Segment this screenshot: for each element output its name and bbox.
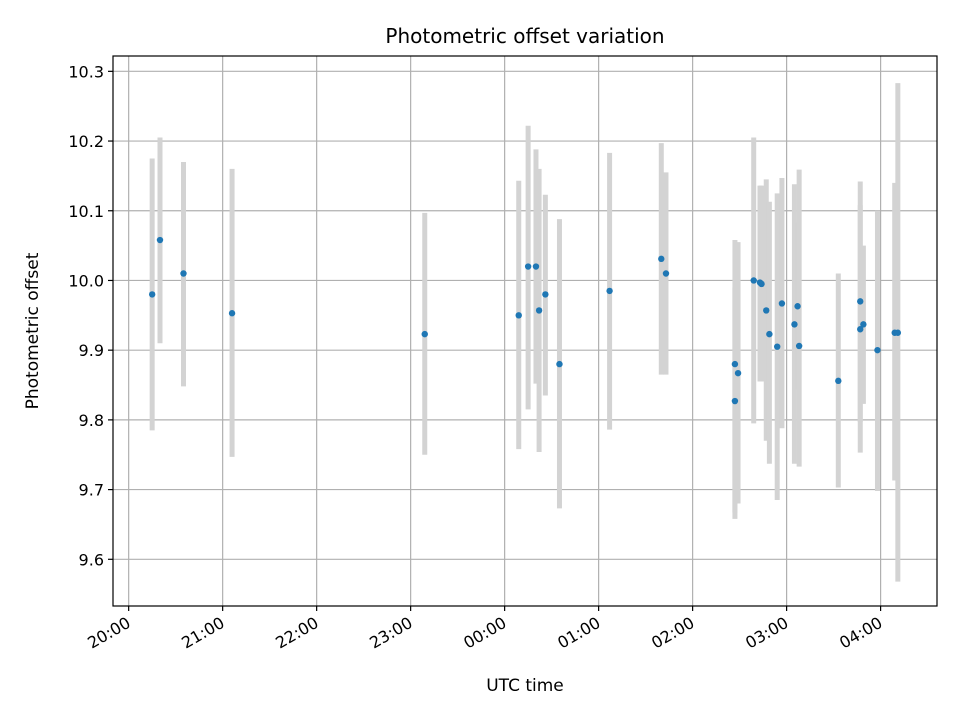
y-tick-label: 9.9	[79, 341, 104, 360]
y-tick-label: 10.1	[68, 202, 104, 221]
data-point	[795, 342, 803, 350]
data-point	[228, 310, 236, 317]
data-point	[894, 329, 902, 336]
data-point	[731, 360, 739, 368]
chart-title: Photometric offset variation	[385, 24, 664, 48]
data-point	[532, 263, 540, 270]
data-point	[662, 270, 670, 277]
data-point	[515, 312, 522, 319]
data-point	[766, 330, 773, 338]
data-point	[524, 263, 532, 270]
data-point	[148, 291, 156, 298]
y-tick-label: 9.7	[79, 481, 104, 500]
data-point	[874, 346, 881, 354]
data-point	[750, 277, 757, 284]
data-point	[421, 330, 428, 338]
data-point	[794, 303, 801, 310]
data-point	[835, 377, 842, 385]
y-tick-label: 10.3	[68, 62, 104, 81]
data-point	[180, 270, 187, 277]
data-point	[791, 321, 798, 328]
data-point	[658, 255, 665, 263]
data-point	[606, 287, 613, 295]
data-point	[857, 326, 864, 333]
data-point	[860, 321, 867, 328]
y-tick-label: 9.6	[79, 550, 104, 569]
data-point	[734, 369, 742, 377]
data-points	[148, 236, 902, 405]
y-axis-ticks: 9.6 9.7 9.8 9.9 10.0 10.1 10.2 10.3	[68, 62, 113, 569]
y-tick-label: 9.8	[79, 411, 104, 430]
x-axis-label: UTC time	[486, 676, 564, 696]
data-point	[758, 280, 765, 288]
y-tick-label: 10.0	[68, 271, 104, 290]
data-point	[778, 300, 786, 307]
y-tick-label: 10.2	[68, 132, 104, 151]
data-point	[156, 236, 164, 244]
data-point	[535, 307, 543, 314]
y-axis-label: Photometric offset	[23, 252, 43, 409]
data-point	[774, 343, 781, 350]
plot-frame	[112, 55, 938, 607]
data-point	[556, 360, 563, 368]
data-point	[763, 307, 770, 314]
data-point	[542, 291, 549, 298]
data-point	[857, 298, 864, 305]
data-point	[731, 397, 739, 405]
